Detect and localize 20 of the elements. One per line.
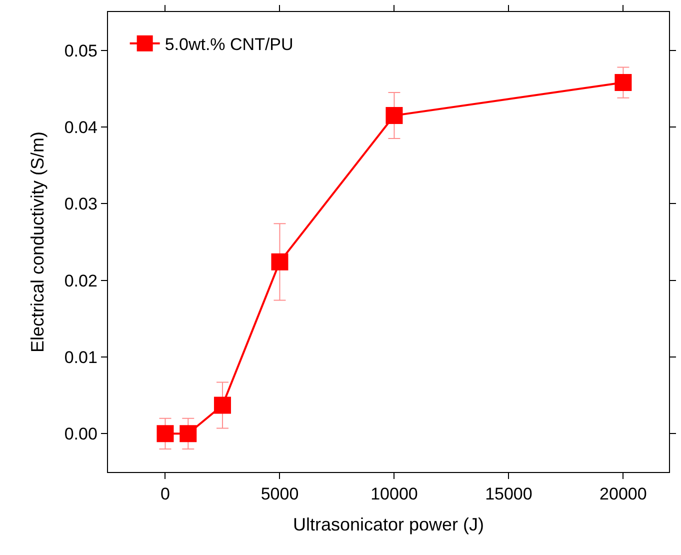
- legend-label: 5.0wt.% CNT/PU: [164, 34, 294, 54]
- x-tick-label: 0: [160, 484, 170, 504]
- point: [156, 425, 174, 442]
- x-axis-title: Ultrasonicator power (J): [292, 514, 484, 535]
- point: [214, 396, 231, 414]
- x-tick-label: 5000: [260, 484, 299, 504]
- point: [180, 425, 197, 442]
- x-tick-label: 15000: [485, 484, 532, 504]
- x-tick-label: 20000: [600, 484, 647, 504]
- y-tick-label: 0.05: [64, 41, 98, 60]
- y-tick-label: 0.02: [64, 271, 98, 290]
- y-tick-label: 0.04: [64, 118, 98, 137]
- x-tick-label: 10000: [370, 484, 418, 504]
- point: [271, 253, 288, 270]
- y-tick-label: 0.00: [64, 424, 98, 444]
- point: [386, 107, 403, 124]
- y-tick-label: 0.03: [64, 194, 98, 214]
- y-tick-label: 0.01: [64, 348, 98, 367]
- y-axis-title: Electrical conductivity (S/m): [28, 131, 48, 353]
- point: [614, 74, 632, 92]
